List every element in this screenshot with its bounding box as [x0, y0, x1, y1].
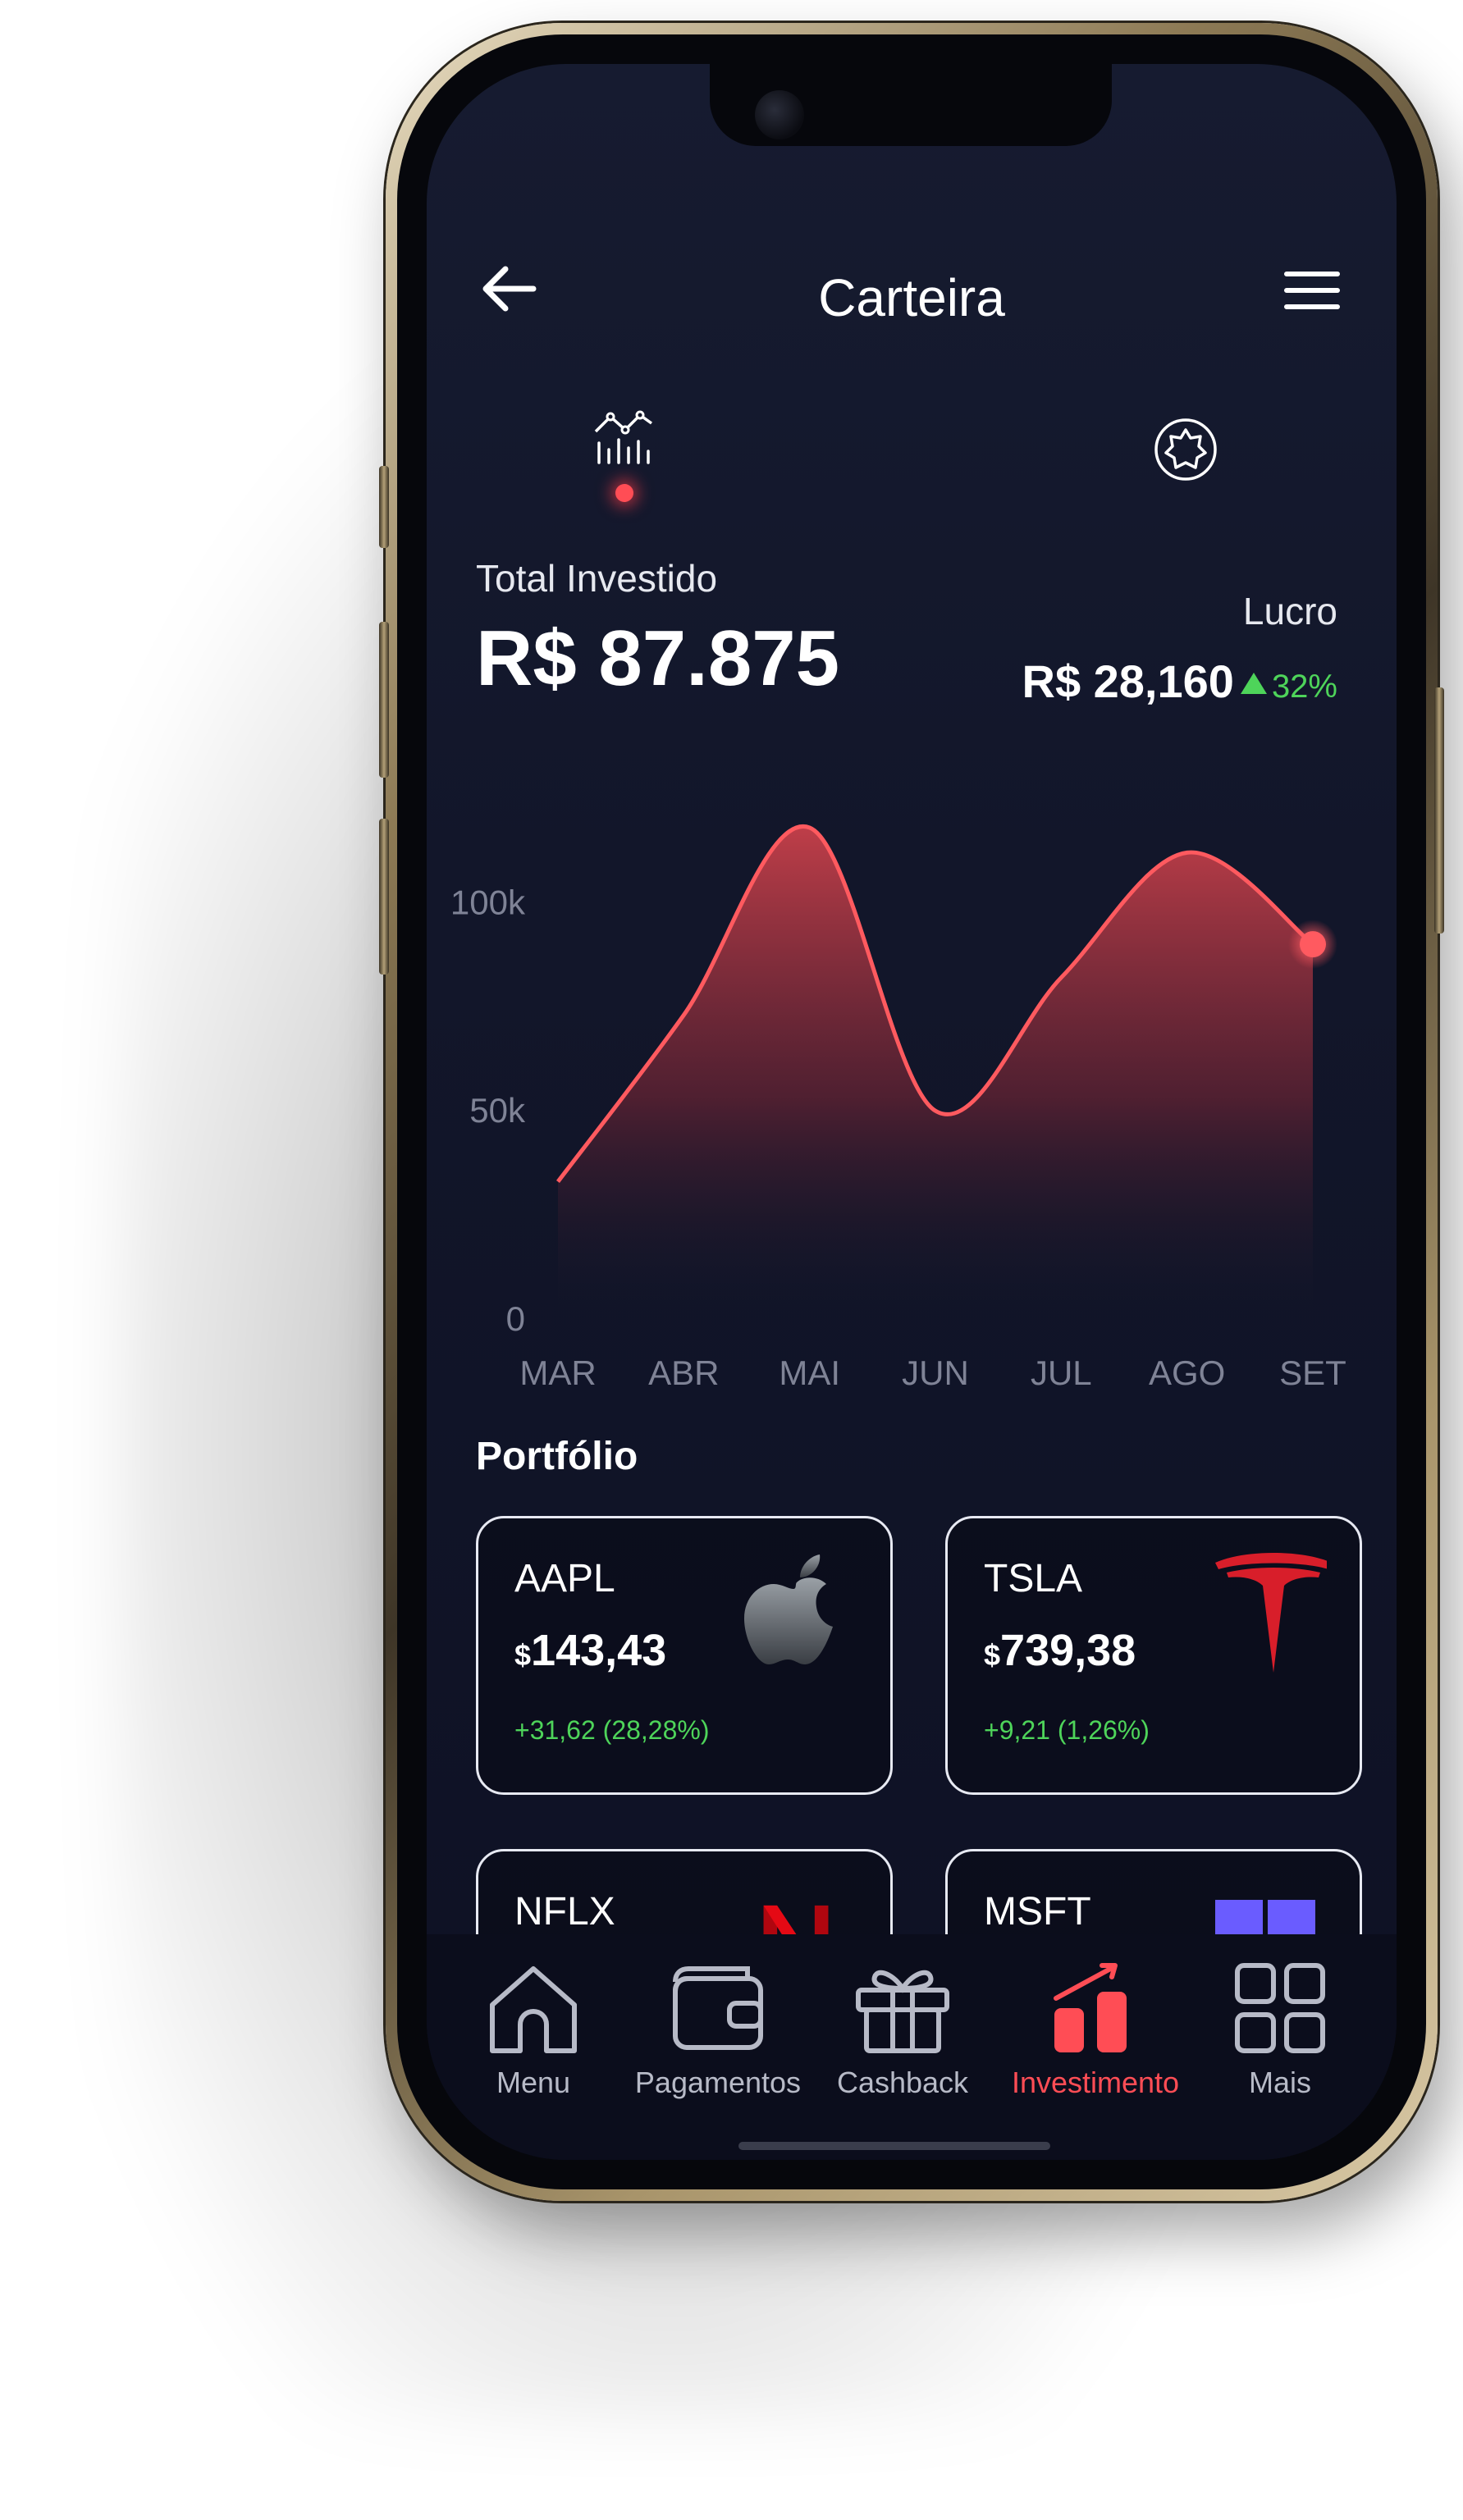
mute-switch: [379, 466, 389, 548]
portfolio-title: Portfólio: [476, 1435, 638, 1478]
x-tick-label: AGO: [1149, 1354, 1225, 1392]
app-header: Carteira: [427, 236, 1397, 335]
y-tick-label: 0: [506, 1299, 525, 1338]
stock-price: $739,38: [984, 1626, 1136, 1675]
total-invested-label: Total Investido: [476, 557, 718, 600]
stock-card-aapl[interactable]: AAPL $143,43 +31,62 (28,28%): [476, 1516, 893, 1795]
x-tick-label: MAI: [779, 1354, 840, 1392]
stock-card-tsla[interactable]: TSLA $739,38 +9,21 (1,26%): [945, 1516, 1362, 1795]
nav-label: Mais: [1248, 2066, 1311, 2099]
nav-label: Cashback: [836, 2066, 969, 2099]
front-camera: [755, 90, 804, 139]
profit-value: R$ 28,160: [1022, 655, 1234, 707]
y-tick-label: 100k: [450, 883, 526, 921]
x-tick-label: JUL: [1031, 1354, 1092, 1392]
phone-frame: Carteira: [379, 23, 1444, 2201]
profit-percentage: 32%: [1271, 669, 1337, 705]
stock-change: +9,21 (1,26%): [984, 1715, 1150, 1745]
stock-change: +31,62 (28,28%): [514, 1715, 710, 1745]
nav-item-cashback[interactable]: Cashback: [808, 1959, 997, 2115]
volume-down-button: [379, 819, 389, 975]
nav-item-mais[interactable]: Mais: [1186, 1959, 1374, 2115]
chart-area-fill: [558, 826, 1313, 1319]
chart-line: [556, 824, 1314, 1183]
grid-icon: [1235, 1963, 1325, 2053]
nav-label: Investimento: [1011, 2066, 1180, 2099]
tesla-logo-icon: [1215, 1553, 1327, 1673]
x-tick-label: JUN: [902, 1354, 969, 1392]
home-icon: [490, 1966, 577, 2053]
view-toggle: [427, 409, 1397, 532]
wallet-icon: [673, 1966, 763, 2050]
stock-price: $143,43: [514, 1626, 667, 1675]
line-chart-icon: [594, 410, 653, 464]
page-title: Carteira: [818, 268, 1005, 327]
home-indicator: [738, 2142, 1050, 2150]
profit-row: R$ 28,160 32%: [1022, 655, 1338, 708]
menu-button[interactable]: [1283, 266, 1341, 315]
stock-ticker: AAPL: [514, 1557, 615, 1600]
active-view-indicator: [615, 484, 633, 502]
notch: [710, 64, 1112, 146]
coin-icon: [1154, 418, 1217, 481]
chart-point-set: [1300, 931, 1326, 958]
total-invested-value: R$ 87.875: [476, 614, 840, 702]
x-tick-label: SET: [1279, 1354, 1346, 1392]
app-screen: Carteira: [427, 64, 1397, 2160]
nav-label: Menu: [496, 2066, 571, 2099]
stock-ticker: MSFT: [984, 1890, 1091, 1933]
x-tick-label: MAR: [519, 1354, 596, 1392]
back-button[interactable]: [476, 262, 542, 315]
arrow-left-icon: [482, 266, 537, 312]
profit-label: Lucro: [1242, 590, 1337, 632]
bottom-navigation: Menu Pagamentos: [427, 1934, 1397, 2160]
nav-item-menu[interactable]: Menu: [439, 1959, 628, 2115]
gift-icon: [856, 1970, 949, 2053]
apple-logo-icon: [744, 1554, 833, 1664]
x-tick-label: ABR: [648, 1354, 719, 1392]
stock-ticker: NFLX: [514, 1890, 615, 1933]
power-button: [1434, 687, 1444, 934]
investment-chart-icon: [1054, 1963, 1127, 2052]
trend-up-icon: [1240, 673, 1267, 694]
coin-view-button[interactable]: [1153, 417, 1218, 482]
volume-up-button: [379, 622, 389, 778]
nav-item-pagamentos[interactable]: Pagamentos: [624, 1959, 812, 2115]
portfolio-chart: 0 50k 100k MAR ABR MAI JUN JUL AGO SET: [450, 824, 1346, 1392]
y-tick-label: 50k: [469, 1091, 526, 1130]
stock-ticker: TSLA: [984, 1557, 1083, 1600]
hamburger-menu-icon: [1284, 272, 1340, 309]
nav-label: Pagamentos: [634, 2066, 802, 2099]
phone-bezel: Carteira: [397, 34, 1426, 2189]
chart-view-button[interactable]: [591, 409, 656, 466]
nav-item-investimento[interactable]: Investimento: [1001, 1959, 1190, 2115]
